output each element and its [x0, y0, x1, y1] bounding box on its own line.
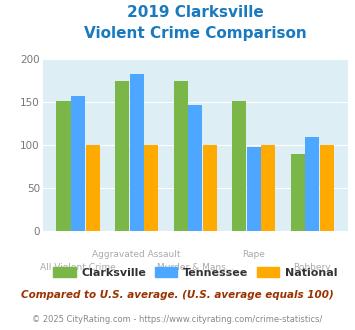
Bar: [188, 105, 202, 231]
Text: Robbery: Robbery: [294, 263, 331, 272]
Bar: [232, 101, 246, 231]
Bar: [203, 145, 217, 231]
Bar: [130, 74, 144, 231]
Bar: [71, 96, 85, 231]
Bar: [305, 137, 320, 231]
Text: Murder & Mans...: Murder & Mans...: [157, 263, 234, 272]
Legend: Clarksville, Tennessee, National: Clarksville, Tennessee, National: [49, 263, 342, 282]
Bar: [291, 154, 305, 231]
Text: Compared to U.S. average. (U.S. average equals 100): Compared to U.S. average. (U.S. average …: [21, 290, 334, 300]
Text: Aggravated Assault: Aggravated Assault: [92, 250, 181, 259]
Bar: [174, 81, 188, 231]
Bar: [144, 145, 158, 231]
Text: Rape: Rape: [242, 250, 265, 259]
Bar: [261, 145, 275, 231]
Bar: [320, 145, 334, 231]
Bar: [247, 147, 261, 231]
Bar: [56, 101, 71, 231]
Text: All Violent Crime: All Violent Crime: [40, 263, 116, 272]
Text: 2019 Clarksville: 2019 Clarksville: [127, 5, 264, 20]
Text: Violent Crime Comparison: Violent Crime Comparison: [84, 26, 307, 41]
Text: © 2025 CityRating.com - https://www.cityrating.com/crime-statistics/: © 2025 CityRating.com - https://www.city…: [32, 315, 323, 324]
Bar: [86, 145, 100, 231]
Bar: [115, 81, 129, 231]
